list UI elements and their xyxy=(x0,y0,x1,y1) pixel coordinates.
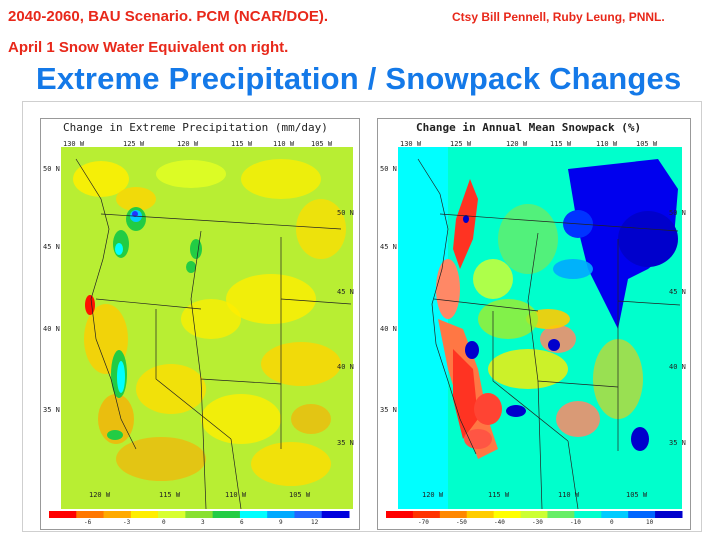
svg-text:110 W: 110 W xyxy=(273,140,295,148)
svg-text:40 N: 40 N xyxy=(669,363,686,371)
svg-text:50 N: 50 N xyxy=(380,165,397,173)
colorbar-swatch xyxy=(321,511,350,518)
svg-text:45 N: 45 N xyxy=(380,243,397,251)
left-map-title: Change in Extreme Precipitation (mm/day) xyxy=(63,121,328,134)
right-bottom-lon-labels: 120 W 115 W 110 W 105 W xyxy=(422,491,648,499)
left-bottom-lon-labels: 120 W 115 W 110 W 105 W xyxy=(89,491,311,499)
svg-text:0: 0 xyxy=(610,519,614,526)
right-top-lon-labels: 130 W 125 W 120 W 115 W 110 W 105 W xyxy=(400,140,658,148)
colorbar-swatch xyxy=(76,511,105,518)
left-map-svg: 130 W 125 W 120 W 115 W 110 W 105 W 120 … xyxy=(43,140,354,526)
svg-text:-30: -30 xyxy=(532,519,543,526)
svg-text:120 W: 120 W xyxy=(177,140,199,148)
svg-text:110 W: 110 W xyxy=(596,140,618,148)
svg-text:35 N: 35 N xyxy=(669,439,686,447)
right-lat-labels-right: 50 N 45 N 40 N 35 N xyxy=(669,209,686,447)
svg-text:115 W: 115 W xyxy=(550,140,572,148)
svg-text:35 N: 35 N xyxy=(43,406,60,414)
svg-text:115 W: 115 W xyxy=(231,140,253,148)
svg-text:110 W: 110 W xyxy=(225,491,247,499)
svg-text:50 N: 50 N xyxy=(337,209,354,217)
colorbar-swatch xyxy=(601,511,629,518)
svg-text:6: 6 xyxy=(240,519,244,526)
svg-text:0: 0 xyxy=(162,519,166,526)
colorbar-swatch xyxy=(103,511,132,518)
colorbar-swatch xyxy=(439,511,468,518)
svg-text:-50: -50 xyxy=(456,519,467,526)
colorbar-swatch xyxy=(294,511,323,518)
colorbar-swatch xyxy=(628,511,656,518)
right-colorbar-labels: -70 -50 -40 -30 -10 0 10 xyxy=(418,519,654,526)
left-top-lon-labels: 130 W 125 W 120 W 115 W 110 W 105 W xyxy=(63,140,333,148)
extreme-precip-map: Change in Extreme Precipitation (mm/day) xyxy=(40,118,360,530)
svg-text:130 W: 130 W xyxy=(63,140,85,148)
colorbar-swatch xyxy=(655,511,683,518)
svg-text:-3: -3 xyxy=(123,519,131,526)
svg-text:115 W: 115 W xyxy=(159,491,181,499)
colorbar-swatch xyxy=(520,511,548,518)
colorbar-swatch xyxy=(386,511,414,518)
colorbar-swatch xyxy=(130,511,159,518)
svg-text:120 W: 120 W xyxy=(506,140,528,148)
svg-text:105 W: 105 W xyxy=(289,491,311,499)
svg-text:45 N: 45 N xyxy=(669,288,686,296)
colorbar-swatch xyxy=(158,511,186,518)
svg-text:40 N: 40 N xyxy=(43,325,60,333)
left-lat-labels-left: 50 N 45 N 40 N 35 N xyxy=(43,165,60,414)
colorbar-swatch xyxy=(49,511,77,518)
colorbar-swatch xyxy=(212,511,241,518)
colorbar-swatch xyxy=(547,511,575,518)
colorbar-swatch xyxy=(267,511,295,518)
slide-title: Extreme Precipitation / Snowpack Changes xyxy=(36,61,682,96)
header-swe-note: April 1 Snow Water Equivalent on right. xyxy=(8,39,289,56)
svg-text:40 N: 40 N xyxy=(380,325,397,333)
left-colorbar-labels: -6 -3 0 3 6 9 12 xyxy=(84,519,319,526)
right-state-borders xyxy=(417,158,681,510)
svg-text:35 N: 35 N xyxy=(380,406,397,414)
left-state-borders xyxy=(75,158,352,510)
colorbar-swatch xyxy=(574,511,602,518)
colorbar-swatch xyxy=(239,511,268,518)
svg-text:12: 12 xyxy=(311,519,319,526)
left-precip-field xyxy=(73,159,346,486)
right-colorbar xyxy=(386,511,683,518)
svg-text:125 W: 125 W xyxy=(450,140,472,148)
header-credit-text: Ctsy Bill Pennell, Ruby Leung, PNNL. xyxy=(452,10,665,24)
svg-text:9: 9 xyxy=(279,519,283,526)
svg-text:40 N: 40 N xyxy=(337,363,354,371)
svg-text:-10: -10 xyxy=(570,519,581,526)
svg-text:45 N: 45 N xyxy=(43,243,60,251)
svg-text:-70: -70 xyxy=(418,519,429,526)
colorbar-swatch xyxy=(185,511,214,518)
svg-text:-6: -6 xyxy=(84,519,92,526)
svg-text:120 W: 120 W xyxy=(422,491,444,499)
svg-text:3: 3 xyxy=(201,519,205,526)
svg-text:50 N: 50 N xyxy=(43,165,60,173)
header-scenario-text: 2040-2060, BAU Scenario. PCM (NCAR/DOE). xyxy=(8,8,329,25)
svg-text:110 W: 110 W xyxy=(558,491,580,499)
svg-text:45 N: 45 N xyxy=(337,288,354,296)
svg-text:105 W: 105 W xyxy=(626,491,648,499)
svg-text:120 W: 120 W xyxy=(89,491,111,499)
svg-text:125 W: 125 W xyxy=(123,140,145,148)
colorbar-swatch xyxy=(493,511,522,518)
svg-text:105 W: 105 W xyxy=(636,140,658,148)
svg-text:35 N: 35 N xyxy=(337,439,354,447)
colorbar-swatch xyxy=(412,511,441,518)
svg-text:105 W: 105 W xyxy=(311,140,333,148)
right-lat-labels-left: 50 N 45 N 40 N 35 N xyxy=(380,165,397,414)
svg-text:115 W: 115 W xyxy=(488,491,510,499)
svg-text:50 N: 50 N xyxy=(669,209,686,217)
left-colorbar xyxy=(49,511,350,518)
svg-text:10: 10 xyxy=(646,519,654,526)
left-lat-labels-right: 50 N 45 N 40 N 35 N xyxy=(337,209,354,447)
right-map-svg: 130 W 125 W 120 W 115 W 110 W 105 W 120 … xyxy=(380,140,686,526)
right-map-title: Change in Annual Mean Snowpack (%) xyxy=(416,121,642,134)
svg-text:-40: -40 xyxy=(494,519,505,526)
colorbar-swatch xyxy=(466,511,495,518)
snowpack-map: Change in Annual Mean Snowpack (%) xyxy=(377,118,691,530)
svg-text:130 W: 130 W xyxy=(400,140,422,148)
